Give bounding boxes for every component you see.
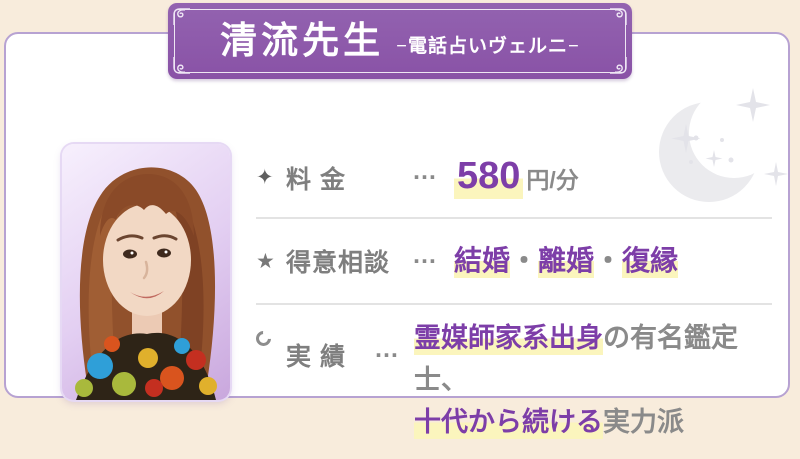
leader-dots: … — [412, 157, 438, 185]
corner-flourish-icon — [609, 6, 629, 26]
four-point-sparkle-icon: ✦ — [256, 166, 274, 189]
value-segment: 十代から続ける — [414, 407, 603, 439]
corner-flourish-icon — [171, 6, 191, 26]
sparkle-icon — [671, 88, 788, 186]
profile-card[interactable]: ✦ 料 金 … 580 円/分 ★ 得意相談 … 結婚・離婚・復縁 — [4, 32, 790, 439]
crescent-circle-icon — [256, 317, 286, 346]
value-segment: 実力派 — [603, 407, 684, 437]
service-name-subtitle: −電話占いヴェルニ− — [396, 35, 580, 57]
achievement-line-1: 霊媒師家系出身の有名鑑定士、 — [414, 317, 772, 401]
corner-flourish-icon — [171, 56, 191, 76]
value-segment: 離婚 — [538, 244, 595, 278]
achievement-label: 実 績 — [286, 343, 346, 371]
title-banner: 清流先生 −電話占いヴェルニ− — [168, 3, 632, 79]
corner-flourish-icon — [609, 56, 629, 76]
value-segment: 復縁 — [622, 244, 679, 278]
achievement-row: 実 績 … 霊媒師家系出身の有名鑑定士、 十代から続ける実力派 — [256, 305, 772, 459]
fortune-teller-photo — [62, 144, 230, 400]
achievement-value: 霊媒師家系出身の有名鑑定士、 十代から続ける実力派 — [414, 317, 772, 443]
teacher-name-title: 清流先生 — [220, 20, 385, 62]
value-segment: の — [603, 323, 630, 353]
crescent-moon-icon — [646, 80, 796, 225]
value-segment: ・ — [510, 244, 539, 276]
value-segment: 霊媒師家系出身 — [414, 323, 603, 355]
star-icon: ★ — [256, 249, 275, 273]
price-value: 580 円/分 — [454, 155, 579, 200]
price-amount: 580 — [454, 155, 524, 200]
value-segment: ・ — [594, 244, 623, 276]
leader-dots: … — [412, 240, 438, 269]
price-label: 料 金 — [286, 165, 346, 194]
value-segment: 結婚 — [454, 244, 511, 278]
specialty-label: 得意相談 — [286, 249, 391, 277]
specialty-row: ★ 得意相談 … 結婚・離婚・復縁 — [256, 217, 772, 305]
leader-dots: … — [374, 335, 400, 363]
price-row: ✦ 料 金 … 580 円/分 — [256, 138, 772, 217]
specialty-value: 結婚・離婚・復縁 — [454, 243, 679, 279]
value-segment: 有名鑑定士、 — [414, 323, 738, 395]
profile-info-list: ✦ 料 金 … 580 円/分 ★ 得意相談 … 結婚・離婚・復縁 — [256, 138, 772, 459]
achievement-line-2: 十代から続ける実力派 — [414, 401, 772, 443]
price-unit: 円/分 — [526, 166, 579, 193]
